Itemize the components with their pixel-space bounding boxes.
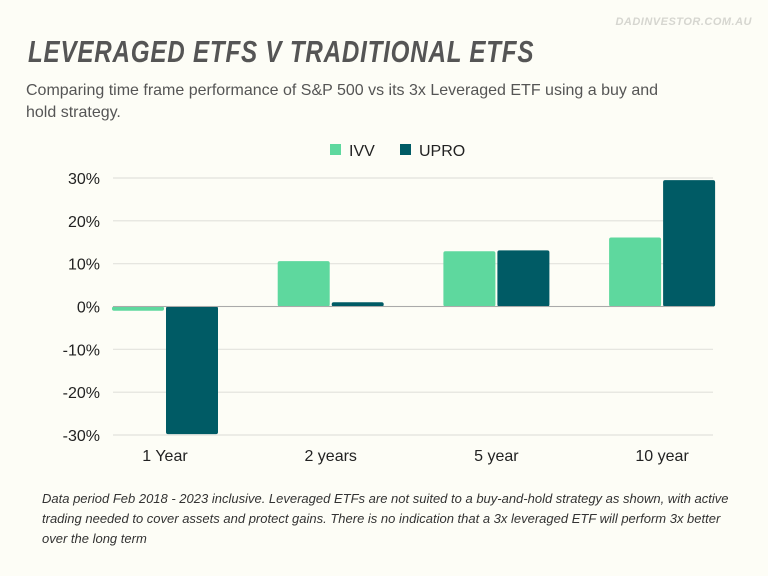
x-tick-label: 10 year <box>635 448 689 465</box>
legend-label: IVV <box>349 143 375 160</box>
bar-upro <box>663 180 716 307</box>
bar-upro <box>497 250 550 307</box>
bar-upro <box>331 302 384 307</box>
page-title: LEVERAGED ETFS V TRADITIONAL ETFS <box>28 34 535 69</box>
bar-ivv <box>277 261 330 307</box>
y-tick-label: 20% <box>68 214 100 231</box>
y-tick-label: 30% <box>68 171 100 188</box>
legend-label: UPRO <box>419 143 465 160</box>
bar-ivv <box>443 251 496 307</box>
y-tick-label: -10% <box>63 342 100 359</box>
y-tick-label: 0% <box>77 300 100 317</box>
footnote: Data period Feb 2018 - 2023 inclusive. L… <box>42 491 729 546</box>
site-watermark: DADINVESTOR.COM.AU <box>615 16 752 28</box>
y-tick-label: 10% <box>68 257 100 274</box>
x-tick-label: 2 years <box>304 448 356 465</box>
subtitle: Comparing time frame performance of S&P … <box>26 82 659 121</box>
y-tick-label: -20% <box>63 385 100 402</box>
y-tick-label: -30% <box>63 428 100 445</box>
bar-ivv <box>112 306 164 311</box>
x-tick-label: 1 Year <box>142 448 188 465</box>
legend-swatch-upro <box>400 144 411 155</box>
bar-ivv <box>609 237 662 307</box>
x-tick-label: 5 year <box>474 448 519 465</box>
bar-upro <box>166 306 218 435</box>
legend-swatch-ivv <box>330 144 341 155</box>
